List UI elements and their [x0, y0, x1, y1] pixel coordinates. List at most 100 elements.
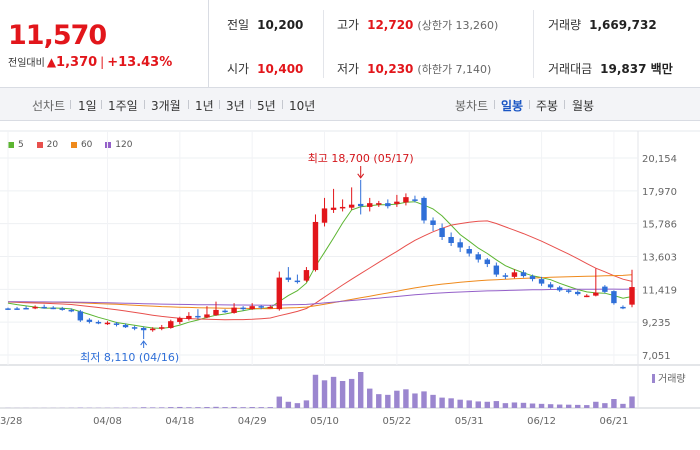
amount-label: 거래대금 — [548, 62, 593, 76]
volume-bar — [186, 407, 192, 408]
candle-body — [186, 315, 192, 319]
candle-body — [421, 197, 427, 221]
candle-chart-label: 봉차트 — [455, 99, 489, 113]
candle-body — [556, 287, 563, 291]
candle-body — [466, 249, 472, 254]
low-value: 10,230 — [367, 62, 414, 76]
period-3y-button[interactable]: 3년 — [226, 99, 245, 113]
candle-body — [412, 199, 418, 201]
amount-stat: 거래대금 19,837 백만 — [548, 60, 673, 77]
candle-body — [249, 306, 255, 310]
x-tick-label: 05/31 — [455, 416, 484, 427]
volume-bar — [602, 403, 608, 408]
candle-body — [357, 203, 364, 207]
period-toolbar: 선차트 1일 1주일 3개월 1년 3년 5년 10년 봉차트 일봉 주봉 월봉 — [0, 88, 700, 121]
candle-body — [385, 203, 391, 207]
separator — [250, 100, 251, 109]
x-tick-label: 04/29 — [238, 416, 267, 427]
candle-body — [32, 306, 38, 309]
change-value: 1,370 — [56, 55, 98, 70]
candle-body — [204, 314, 210, 318]
volume-bar — [611, 399, 617, 408]
legend-label: 120 — [115, 140, 133, 150]
candle-body — [285, 277, 292, 280]
high-value: 12,720 — [367, 18, 414, 32]
separator — [494, 100, 495, 109]
open-price: 시가 10,400 — [227, 60, 303, 77]
volume-bar — [484, 401, 491, 408]
volume-bar — [177, 406, 183, 408]
y-tick-label: 11,419 — [642, 285, 677, 296]
ma60-line — [7, 274, 633, 310]
volume-label: 거래량 — [658, 373, 686, 385]
separator — [144, 100, 145, 109]
candle-body — [231, 307, 237, 313]
ma-legend: 5 20 60 120 — [8, 140, 142, 151]
candle-body — [23, 307, 29, 310]
separator — [101, 100, 102, 109]
low-price: 저가 10,230 (하한가 7,140) — [337, 60, 491, 77]
volume-bar — [547, 404, 554, 408]
separator — [564, 100, 565, 109]
period-1w-button[interactable]: 1주일 — [108, 99, 138, 113]
candle-body — [267, 306, 273, 309]
candle-body — [439, 227, 445, 237]
period-1y-button[interactable]: 1년 — [195, 99, 214, 113]
divider — [533, 10, 534, 78]
candle-body — [611, 291, 617, 304]
candle-body — [493, 265, 500, 275]
up-arrow-icon: ▲ — [46, 55, 57, 69]
lower-limit: (하한가 7,140) — [417, 63, 492, 76]
volume-bar — [367, 388, 373, 408]
x-tick-label: 05/22 — [382, 416, 411, 427]
change-percent: +13.43% — [107, 55, 173, 70]
volume-bar — [457, 399, 463, 408]
candle-monthly-button[interactable]: 월봉 — [572, 99, 595, 113]
period-5y-button[interactable]: 5년 — [257, 99, 276, 113]
volume-bar — [529, 403, 536, 408]
candle-body — [213, 309, 219, 316]
candle-body — [68, 309, 75, 312]
candle-daily-button[interactable]: 일봉 — [501, 99, 524, 113]
change-separator: | — [100, 55, 105, 69]
volume-bar — [466, 400, 472, 408]
candle-body — [240, 307, 246, 310]
candle-body — [86, 319, 93, 322]
candle-body — [95, 321, 102, 324]
volume-legend-swatch — [652, 374, 655, 383]
ma20-line — [7, 220, 633, 321]
period-10y-button[interactable]: 10년 — [289, 99, 316, 113]
volume-bar — [565, 404, 572, 408]
candle-body — [593, 292, 599, 296]
period-1d-button[interactable]: 1일 — [78, 99, 97, 113]
candle-weekly-button[interactable]: 주봉 — [536, 99, 559, 113]
candle-body — [303, 270, 310, 281]
volume-stat: 거래량 1,669,732 — [548, 16, 657, 33]
separator — [282, 100, 283, 109]
candle-body — [502, 275, 509, 277]
volume-bar — [339, 381, 346, 408]
volume-bar — [294, 403, 301, 408]
volume-bar — [412, 393, 418, 408]
volume-bar — [421, 391, 427, 408]
volume-bar — [430, 394, 436, 408]
y-tick-label: 15,786 — [642, 220, 677, 231]
x-tick-label: 04/08 — [93, 416, 122, 427]
change-label: 전일대비 — [8, 58, 45, 69]
legend-swatch — [105, 142, 112, 148]
separator — [70, 100, 71, 109]
quote-panel: 11,570 전일대비 ▲1,370 | +13.43% 전일 10,200 시가 10,… — [0, 0, 700, 88]
low-annotation: 최저 8,110 (04/16) — [80, 351, 179, 364]
volume-bar — [258, 407, 264, 408]
y-tick-label: 9,235 — [642, 318, 671, 329]
volume-bar — [538, 403, 545, 408]
candle-body — [294, 280, 301, 283]
period-3m-button[interactable]: 3개월 — [151, 99, 181, 113]
volume-bar — [520, 402, 527, 408]
high-label: 고가 — [337, 18, 360, 32]
separator — [529, 100, 530, 109]
legend-label: 60 — [80, 140, 93, 150]
x-tick-label: 04/18 — [165, 416, 194, 427]
volume-bar — [629, 396, 635, 408]
